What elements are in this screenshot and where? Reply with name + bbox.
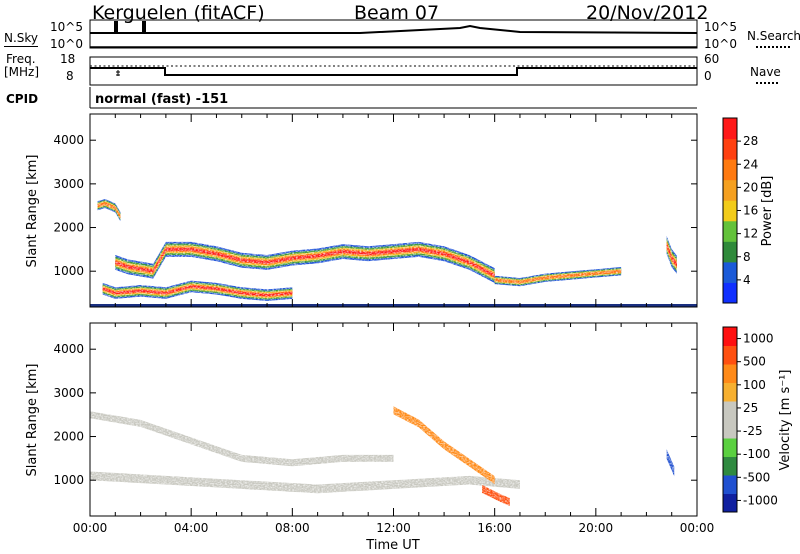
nsky-trace — [90, 21, 698, 34]
station-title: Kerguelen (fitACF) — [92, 2, 265, 24]
y-tick-label: 3000 — [53, 386, 84, 400]
colorbar-tick-label: 8 — [743, 250, 751, 264]
freq-strip-frame — [89, 56, 698, 86]
colorbar-tick-label: -1000 — [743, 493, 778, 507]
x-tick-label: 12:00 — [376, 521, 411, 535]
freq-marker — [116, 70, 120, 76]
nsearch-dotted-line — [756, 46, 790, 48]
colorbar-tick-label: 24 — [743, 157, 758, 171]
nsky-label: N.Sky — [4, 31, 39, 45]
colorbar-swatch — [723, 200, 737, 222]
colorbar-tick-label: -500 — [743, 470, 770, 484]
colorbar-swatch — [723, 401, 737, 420]
power-ylabel: Slant Range [km] — [25, 155, 40, 268]
power-panel: 1000 2000 3000 4000 — [53, 113, 698, 308]
power-colorbar: 4 8 12 16 20 24 28 — [722, 117, 758, 304]
colorbar-swatch — [723, 419, 737, 439]
nsky-underline — [4, 46, 38, 47]
freq-tick-bottom: 8 — [66, 69, 74, 83]
x-tick-label: 04:00 — [174, 521, 209, 535]
colorbar-tick-label: -100 — [743, 447, 770, 461]
nsky-tick-bottom: 10^0 — [50, 37, 83, 51]
freq-trace — [90, 67, 697, 76]
colorbar-tick-label: 1000 — [743, 332, 774, 346]
cpid-label: CPID — [6, 92, 39, 106]
date-title: 20/Nov/2012 — [586, 2, 709, 24]
colorbar-swatch — [723, 261, 737, 283]
colorbar-swatch — [723, 382, 737, 402]
colorbar-tick-label: 12 — [743, 227, 758, 241]
colorbar-swatch — [723, 241, 737, 263]
y-tick-label: 1000 — [53, 264, 84, 278]
nsky-tick-top: 10^5 — [50, 20, 83, 34]
colorbar-tick-label: 28 — [743, 134, 758, 148]
y-tick-label: 4000 — [53, 342, 84, 356]
colorbar-swatch — [723, 493, 737, 513]
colorbar-swatch — [723, 327, 737, 346]
x-tick-label: 20:00 — [579, 521, 614, 535]
nave-label: Nave — [750, 65, 781, 79]
colorbar-tick-label: 500 — [743, 355, 766, 369]
velocity-colorbar: 1000 500 100 25 -25 -100 -500 -1000 — [722, 326, 778, 513]
colorbar-swatch — [723, 345, 737, 365]
time-axis-label: Time UT — [365, 538, 419, 553]
colorbar-swatch — [723, 118, 737, 140]
velocity-panel: 1000 2000 3000 4000 00:00 04:00 08:00 12:00 16:… — [53, 322, 715, 535]
nsearch-tick-bottom: 10^0 — [704, 37, 737, 51]
colorbar-tick-label: 4 — [743, 273, 751, 287]
power-colorbar-label: Power [dB] — [760, 176, 775, 247]
freq-unit: [MHz] — [4, 65, 40, 79]
velocity-colorbar-label: Velocity [m s⁻¹] — [778, 370, 793, 471]
cpid-baseline — [89, 87, 697, 109]
freq-tick-top: 18 — [60, 52, 76, 66]
x-tick-label: 00:00 — [680, 521, 715, 535]
colorbar-swatch — [723, 179, 737, 201]
colorbar-swatch — [723, 475, 737, 494]
y-tick-label: 3000 — [53, 177, 84, 191]
colorbar-tick-label: 20 — [743, 180, 758, 194]
colorbar-tick-label: 16 — [743, 204, 758, 218]
colorbar-frame — [722, 326, 738, 513]
x-tick-label: 16:00 — [477, 521, 512, 535]
nave-tick-top: 60 — [704, 52, 720, 66]
freq-label: Freq. — [6, 52, 36, 66]
power-speckle-overlay — [90, 114, 697, 307]
colorbar-swatch — [723, 159, 737, 181]
nsearch-tick-top: 10^5 — [704, 20, 737, 34]
y-tick-label: 1000 — [53, 473, 84, 487]
x-tick-label: 08:00 — [275, 521, 310, 535]
x-tick-label: 00:00 — [73, 521, 108, 535]
velocity-speckle-overlay — [90, 323, 697, 516]
colorbar-swatch — [723, 138, 737, 160]
colorbar-tick-label: -25 — [743, 424, 763, 438]
velocity-ylabel: Slant Range [km] — [25, 364, 40, 477]
colorbar-tick-label: 100 — [743, 378, 766, 392]
cpid-value: normal (fast) -151 — [95, 92, 229, 107]
colorbar-tick-label: 25 — [743, 401, 758, 415]
y-tick-label: 2000 — [53, 221, 84, 235]
colorbar-swatch — [723, 282, 737, 304]
y-tick-label: 2000 — [53, 430, 84, 444]
nave-tick-bottom: 0 — [704, 69, 712, 83]
colorbar-swatch — [723, 456, 737, 476]
colorbar-swatch — [723, 364, 737, 383]
colorbar-swatch — [723, 438, 737, 457]
beam-title: Beam 07 — [354, 2, 440, 24]
colorbar-swatch — [723, 220, 737, 242]
nave-dotted-line — [756, 82, 778, 84]
nsearch-label: N.Search — [747, 29, 800, 43]
y-tick-label: 4000 — [53, 133, 84, 147]
